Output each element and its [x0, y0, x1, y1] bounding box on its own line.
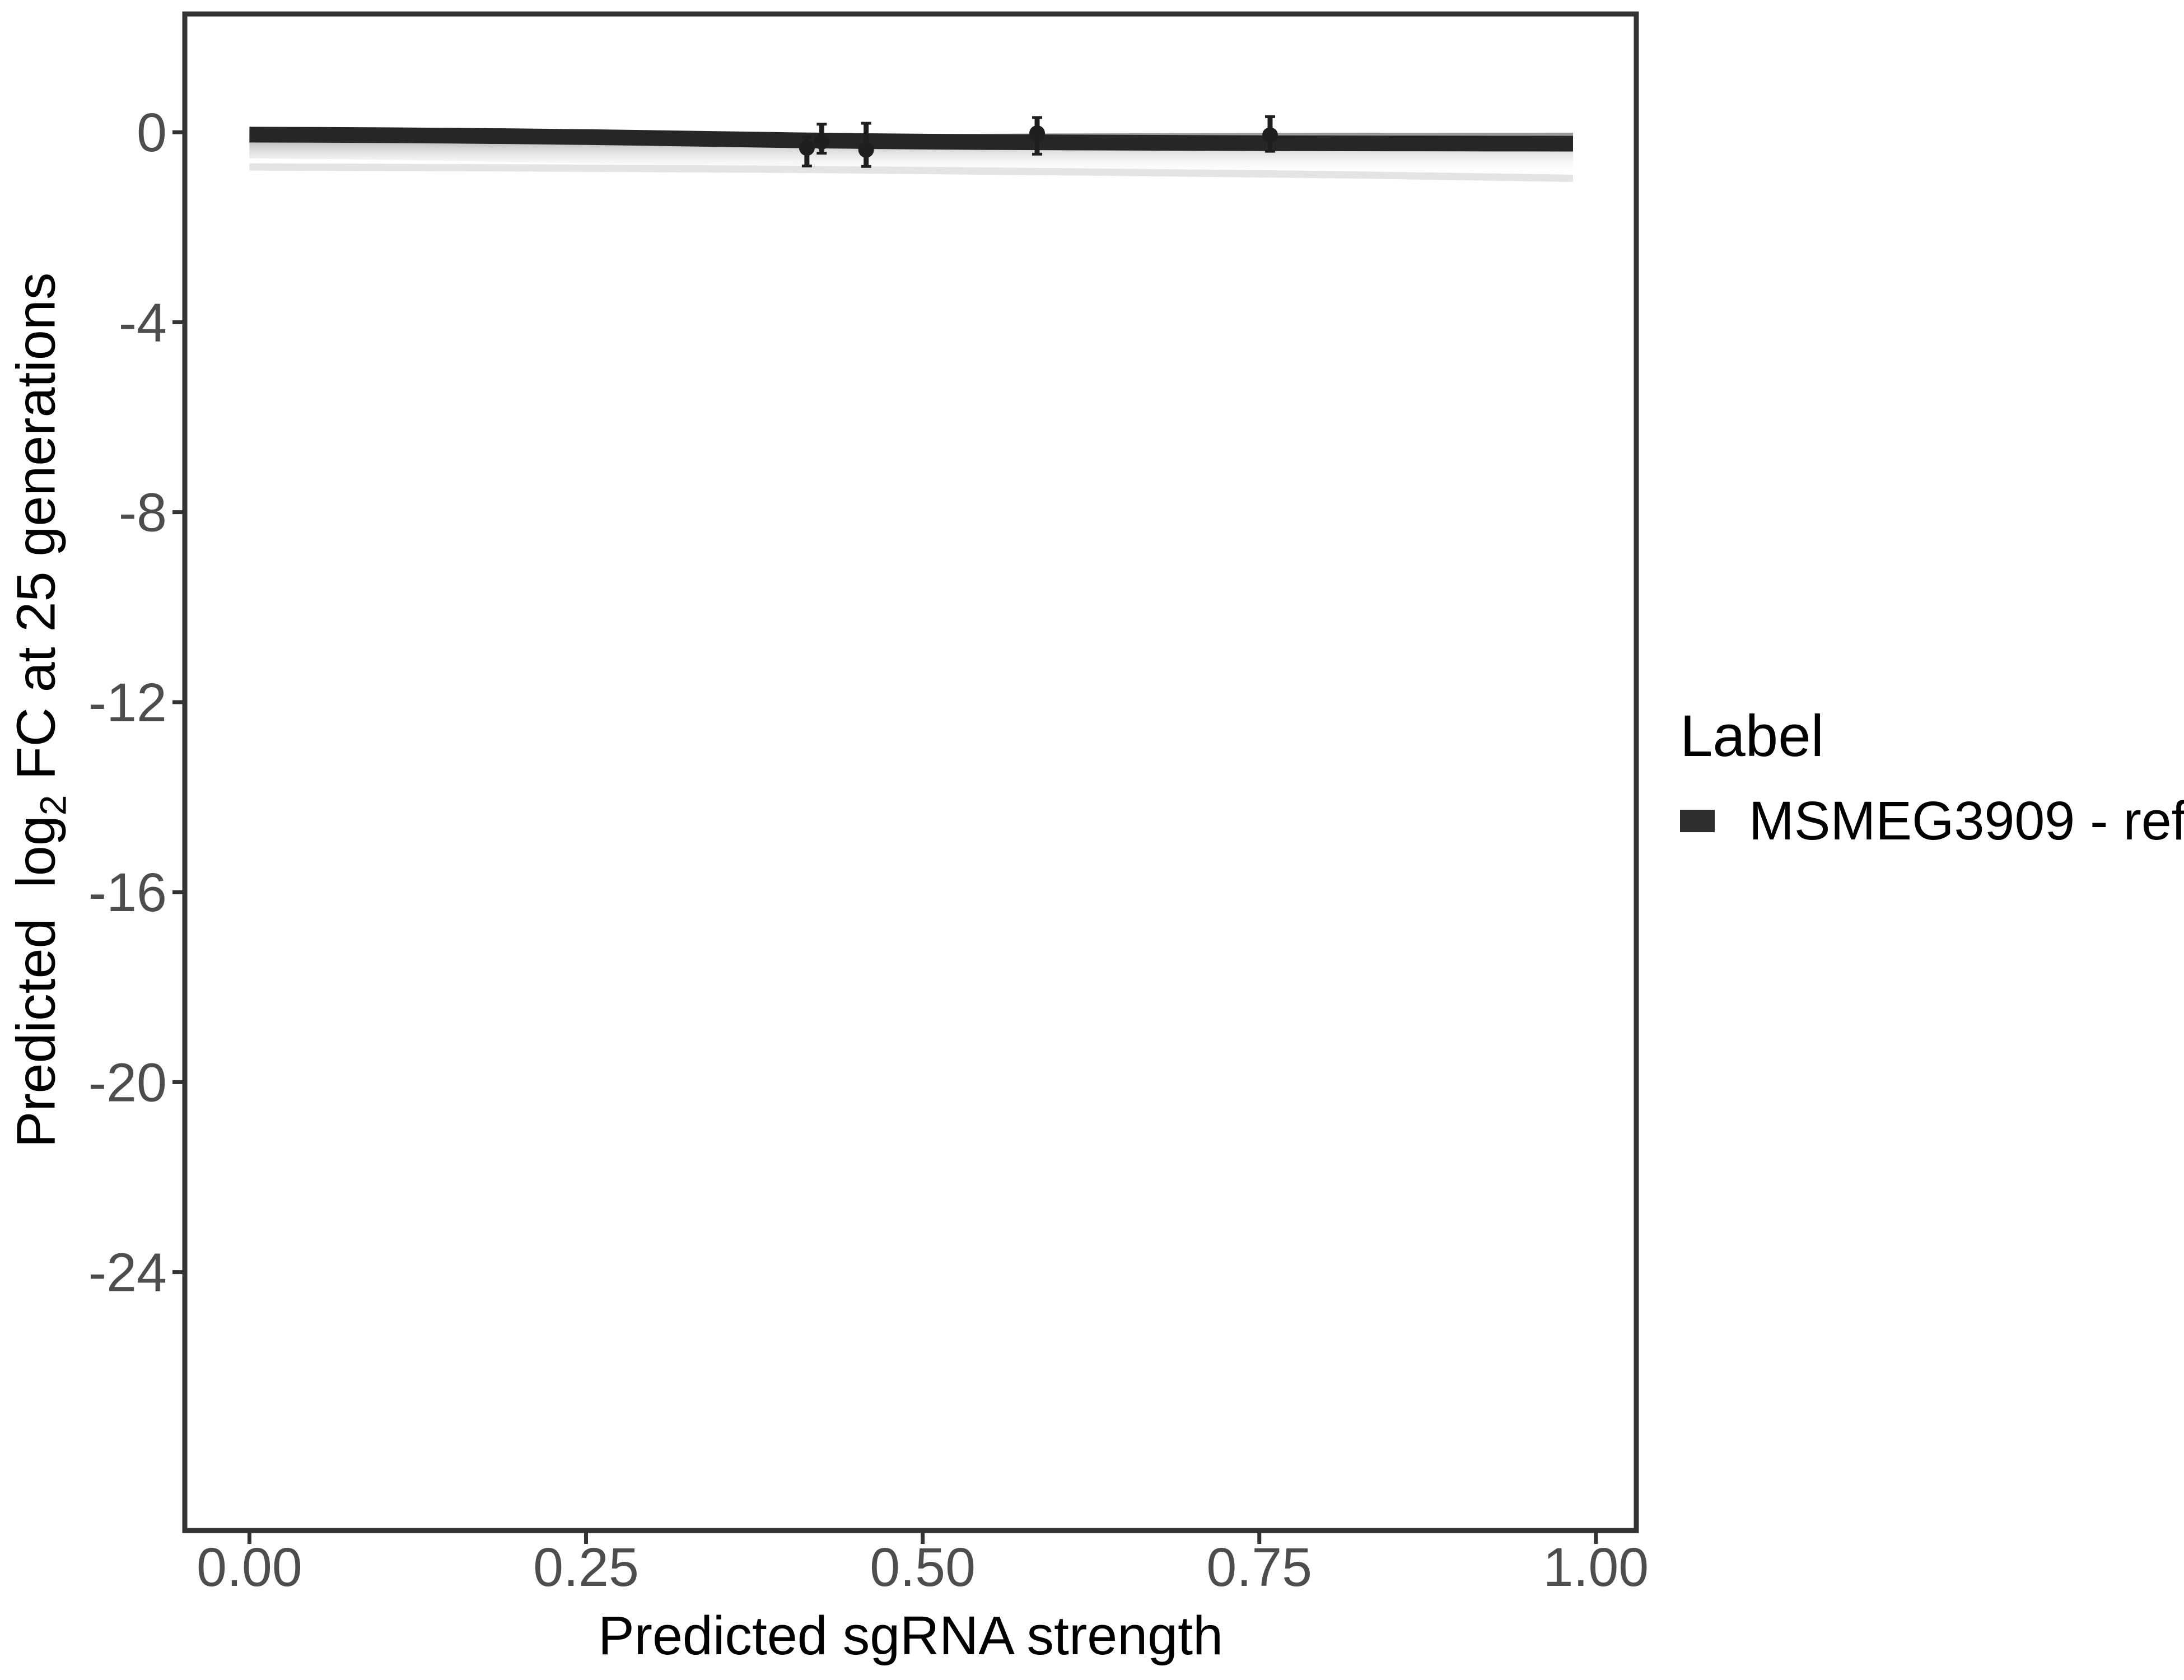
pointrange-point — [1262, 127, 1278, 143]
legend-title: Label — [1680, 703, 1824, 769]
pointrange-point — [814, 134, 830, 150]
x-axis-tick-label: 1.00 — [1543, 1537, 1649, 1598]
legend-key-swatch — [1680, 810, 1715, 832]
x-axis-title: Predicted sgRNA strength — [598, 1605, 1224, 1666]
y-axis-tick-label: -12 — [88, 672, 167, 733]
x-axis-tick-label: 0.75 — [1206, 1537, 1312, 1598]
x-axis-tick-label: 0.50 — [870, 1537, 976, 1598]
line-layer — [249, 127, 1574, 182]
pointrange-point — [858, 142, 874, 158]
pointrange-point — [1029, 125, 1046, 141]
y-axis-title-post: FC at 25 generations — [5, 272, 67, 795]
y-axis-tick-label: -16 — [88, 862, 167, 923]
y-axis-tick-label: -20 — [88, 1052, 167, 1113]
x-axis-tick-label: 0.00 — [197, 1537, 302, 1598]
x-axis-tick-label: 0.25 — [533, 1537, 639, 1598]
quantile-line — [249, 163, 1574, 182]
pointrange-marker — [799, 136, 815, 167]
y-axis-tick-label: -8 — [119, 482, 167, 543]
axes-layer: 0 -4 -8 -12 -16 -20 -24 0.00 0.25 0.50 0.75 1.00 — [88, 11, 1649, 1598]
y-axis-tick-label: -4 — [119, 292, 167, 353]
y-axis-tick-label: 0 — [137, 102, 167, 163]
legend: Label MSMEG3909 - ref — [1680, 707, 2184, 852]
pointrange-marker — [1262, 115, 1278, 153]
y-axis-title: Predicted log2 FC at 25 generations — [5, 272, 74, 1148]
prediction-line — [249, 127, 1574, 152]
y-axis-tick-label: -24 — [88, 1242, 167, 1303]
panel-border — [182, 11, 1639, 1533]
pointrange-marker — [858, 122, 874, 168]
pointrange-marker — [814, 123, 830, 155]
y-axis-title-pre: Predicted log — [5, 815, 67, 1148]
legend-item-label: MSMEG3909 - ref — [1749, 790, 2184, 851]
y-axis-title-subscript: 2 — [32, 795, 74, 816]
pointrange-point — [799, 140, 815, 156]
legend-item: MSMEG3909 - ref — [1680, 790, 2184, 852]
pointrange-marker — [1029, 116, 1046, 156]
pointrange-layer — [799, 115, 1278, 168]
